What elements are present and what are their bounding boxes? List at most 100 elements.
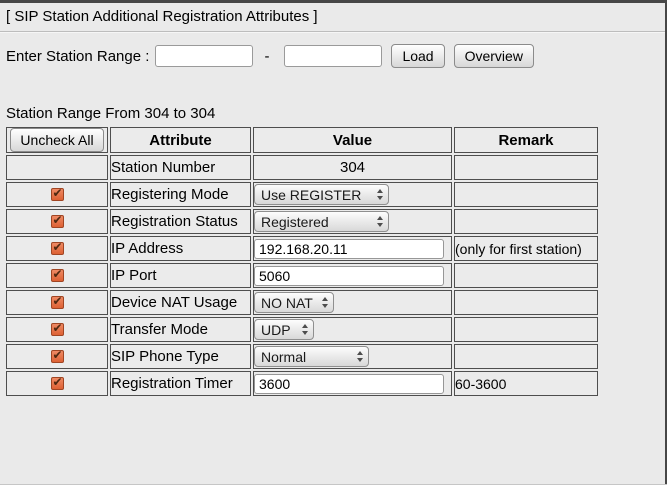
value-select[interactable]: NO NAT: [254, 292, 334, 313]
spinner-up-arrow: [302, 324, 308, 328]
attribute-cell: SIP Phone Type: [110, 344, 251, 369]
check-icon: ✔: [52, 239, 63, 254]
table-row: ✔ IP Port: [6, 263, 598, 288]
overview-button[interactable]: Overview: [453, 44, 534, 68]
attribute-cell: Device NAT Usage: [110, 290, 251, 315]
attribute-cell: Station Number: [110, 155, 251, 180]
table-row: ✔ Registration Timer 60-3600: [6, 371, 598, 396]
value-cell: [253, 236, 452, 261]
uncheck-all-button[interactable]: Uncheck All: [10, 128, 104, 152]
value-input[interactable]: [254, 373, 444, 394]
spinner-icon: [377, 216, 383, 227]
check-icon: ✔: [52, 347, 63, 362]
station-range-to-input[interactable]: [284, 45, 383, 67]
remark-cell: (only for first station): [454, 236, 598, 261]
attribute-cell: Registration Timer: [110, 371, 251, 396]
attribute-cell: Registration Status: [110, 209, 251, 234]
table-header-row: Uncheck All Attribute Value Remark: [6, 127, 598, 153]
table-row: ✔ Transfer Mode UDP: [6, 317, 598, 342]
remark-cell: [454, 155, 598, 180]
value-cell: Registered: [253, 209, 452, 234]
value-cell: Normal: [253, 344, 452, 369]
checked-checkbox[interactable]: ✔: [50, 320, 64, 336]
select-selected-option: Normal: [261, 348, 307, 365]
page-title: [ SIP Station Additional Registration At…: [6, 8, 318, 25]
spinner-up-arrow: [322, 297, 328, 301]
attribute-column-header: Attribute: [110, 127, 251, 153]
value-select[interactable]: Registered: [254, 211, 389, 232]
value-cell: NO NAT: [253, 290, 452, 315]
attributes-table: Uncheck All Attribute Value Remark Stati…: [4, 125, 600, 398]
load-button[interactable]: Load: [391, 44, 445, 68]
spinner-down-arrow: [302, 331, 308, 335]
table-row: ✔ Registering Mode Use REGISTER: [6, 182, 598, 207]
station-range-form: Enter Station Range : - Load Overview: [6, 44, 661, 68]
attribute-cell: IP Address: [110, 236, 251, 261]
spinner-down-arrow: [322, 304, 328, 308]
spinner-up-arrow: [357, 351, 363, 355]
attributes-table-body: Station Number 304 ✔ Registering Mode Use RE…: [6, 155, 598, 396]
select-selected-option: Registered: [261, 213, 329, 230]
value-input[interactable]: [254, 238, 444, 259]
checkbox-cell: ✔: [6, 371, 108, 396]
select-selected-option: UDP: [261, 321, 291, 338]
checked-checkbox[interactable]: ✔: [50, 268, 64, 282]
value-cell: 304: [253, 155, 452, 180]
checkbox-cell: ✔: [6, 317, 108, 342]
remark-cell: [454, 182, 598, 207]
checkbox-cell: ✔: [6, 290, 108, 315]
checked-checkbox[interactable]: ✔: [50, 185, 64, 201]
value-cell: [253, 263, 452, 288]
value-cell: [253, 371, 452, 396]
table-row: ✔ IP Address (only for first station): [6, 236, 598, 261]
table-row: ✔ Device NAT Usage NO NAT: [6, 290, 598, 315]
checked-checkbox[interactable]: ✔: [50, 293, 64, 309]
value-select[interactable]: Use REGISTER: [254, 184, 389, 205]
value-input[interactable]: [254, 265, 444, 286]
title-divider: [0, 31, 667, 33]
remark-column-header: Remark: [454, 127, 598, 153]
checkbox-cell: ✔: [6, 344, 108, 369]
spinner-icon: [322, 297, 328, 308]
spinner-down-arrow: [377, 196, 383, 200]
attribute-cell: IP Port: [110, 263, 251, 288]
value-select[interactable]: UDP: [254, 319, 314, 340]
station-range-subtitle: Station Range From 304 to 304: [6, 105, 216, 122]
checked-checkbox[interactable]: ✔: [50, 239, 64, 255]
check-icon: ✔: [52, 293, 63, 308]
select-selected-option: Use REGISTER: [261, 186, 362, 203]
table-row: Station Number 304: [6, 155, 598, 180]
checkbox-cell: ✔: [6, 236, 108, 261]
value-cell: Use REGISTER: [253, 182, 452, 207]
checked-checkbox[interactable]: ✔: [50, 212, 64, 228]
remark-cell: 60-3600: [454, 371, 598, 396]
checkbox-cell: ✔: [6, 182, 108, 207]
select-selected-option: NO NAT: [261, 294, 313, 311]
value-cell: UDP: [253, 317, 452, 342]
checked-checkbox[interactable]: ✔: [50, 347, 64, 363]
checked-checkbox[interactable]: ✔: [50, 374, 64, 390]
attribute-cell: Transfer Mode: [110, 317, 251, 342]
check-icon: ✔: [52, 374, 63, 389]
spinner-down-arrow: [377, 223, 383, 227]
spinner-up-arrow: [377, 216, 383, 220]
frame-top-edge: [0, 0, 667, 3]
frame-right-edge: [665, 0, 667, 485]
check-icon: ✔: [52, 185, 63, 200]
spinner-icon: [357, 351, 363, 362]
remark-cell: [454, 209, 598, 234]
station-range-from-input[interactable]: [155, 45, 254, 67]
remark-cell: [454, 263, 598, 288]
value-select[interactable]: Normal: [254, 346, 369, 367]
uncheck-all-cell: Uncheck All: [6, 127, 108, 153]
check-icon: ✔: [52, 212, 63, 227]
spinner-icon: [377, 189, 383, 200]
attribute-cell: Registering Mode: [110, 182, 251, 207]
remark-cell: [454, 344, 598, 369]
spinner-icon: [302, 324, 308, 335]
value-text: 304: [339, 159, 366, 176]
checkbox-cell: ✔: [6, 209, 108, 234]
page-content: [ SIP Station Additional Registration At…: [0, 8, 667, 398]
spinner-up-arrow: [377, 189, 383, 193]
check-icon: ✔: [52, 320, 63, 335]
